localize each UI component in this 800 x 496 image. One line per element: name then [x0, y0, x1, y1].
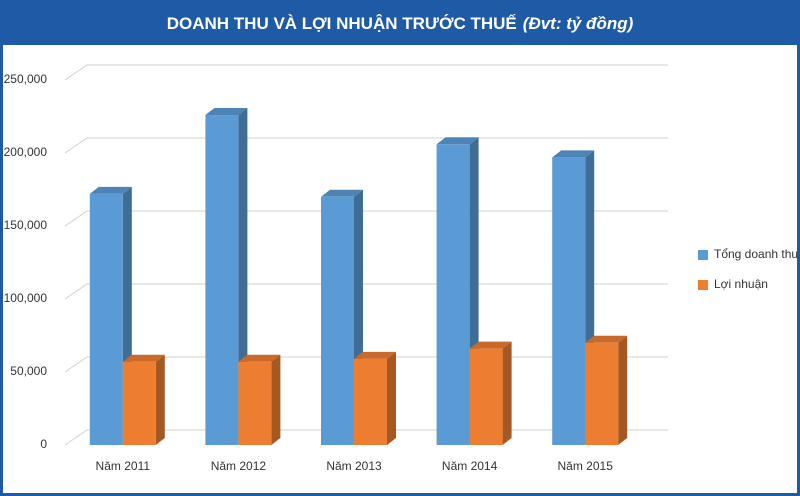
- y-tick-label: 150,000: [4, 218, 48, 232]
- chart: 0 50,000 100,000 150,000 200,000 250,000 Năm 2…: [4, 64, 797, 473]
- bar-top: [436, 137, 479, 145]
- grid-line: [64, 429, 88, 446]
- grid-line: [64, 137, 88, 154]
- bar: [436, 144, 470, 445]
- bar-side: [155, 354, 165, 445]
- chart-subtitle: (Đvt: tỷ đồng): [522, 14, 634, 33]
- legend-swatch: [698, 250, 708, 260]
- y-tick-label: 0: [40, 437, 47, 451]
- x-tick-label: Năm 2012: [211, 459, 267, 473]
- bar-side: [618, 335, 628, 445]
- bar: [321, 196, 354, 445]
- bar: [585, 342, 619, 445]
- y-tick-label: 200,000: [4, 145, 48, 159]
- bar-top: [238, 354, 281, 362]
- legend-label: Lợi nhuận: [714, 277, 768, 291]
- x-tick-label: Năm 2015: [558, 459, 614, 473]
- bar: [238, 361, 272, 445]
- legend-label: Tổng doanh thu: [714, 247, 797, 261]
- title-bar: DOANH THU VÀ LỢI NHUẬN TRƯỚC THUẾ (Đvt: …: [3, 3, 797, 45]
- grid-line: [64, 356, 88, 373]
- bar-top: [122, 354, 165, 362]
- bar-top: [469, 341, 512, 349]
- x-tick-label: Năm 2011: [96, 459, 151, 473]
- bar-top: [205, 108, 248, 116]
- bar: [205, 115, 239, 445]
- grid-line: [64, 64, 88, 81]
- bar-top: [585, 335, 628, 343]
- bar: [552, 157, 586, 445]
- y-tick-label: 250,000: [4, 72, 48, 86]
- y-tick-label: 100,000: [4, 291, 48, 305]
- bar: [354, 358, 387, 445]
- bar-side: [387, 351, 396, 445]
- bar: [122, 361, 156, 445]
- bar-top: [89, 186, 132, 194]
- bar-top: [354, 351, 396, 359]
- y-tick-label: 50,000: [10, 364, 47, 378]
- bar: [469, 348, 503, 445]
- bar-top: [552, 150, 595, 158]
- bar-top: [321, 189, 363, 197]
- x-tick-label: Năm 2013: [326, 459, 382, 473]
- bar: [89, 193, 123, 445]
- grid-line: [64, 210, 88, 227]
- chart-title: DOANH THU VÀ LỢI NHUẬN TRƯỚC THUẾ: [166, 14, 517, 33]
- grid-line: [64, 283, 88, 300]
- x-tick-label: Năm 2014: [442, 459, 498, 473]
- bar-side: [502, 341, 512, 445]
- bar-side: [271, 354, 281, 445]
- legend-swatch: [698, 280, 708, 290]
